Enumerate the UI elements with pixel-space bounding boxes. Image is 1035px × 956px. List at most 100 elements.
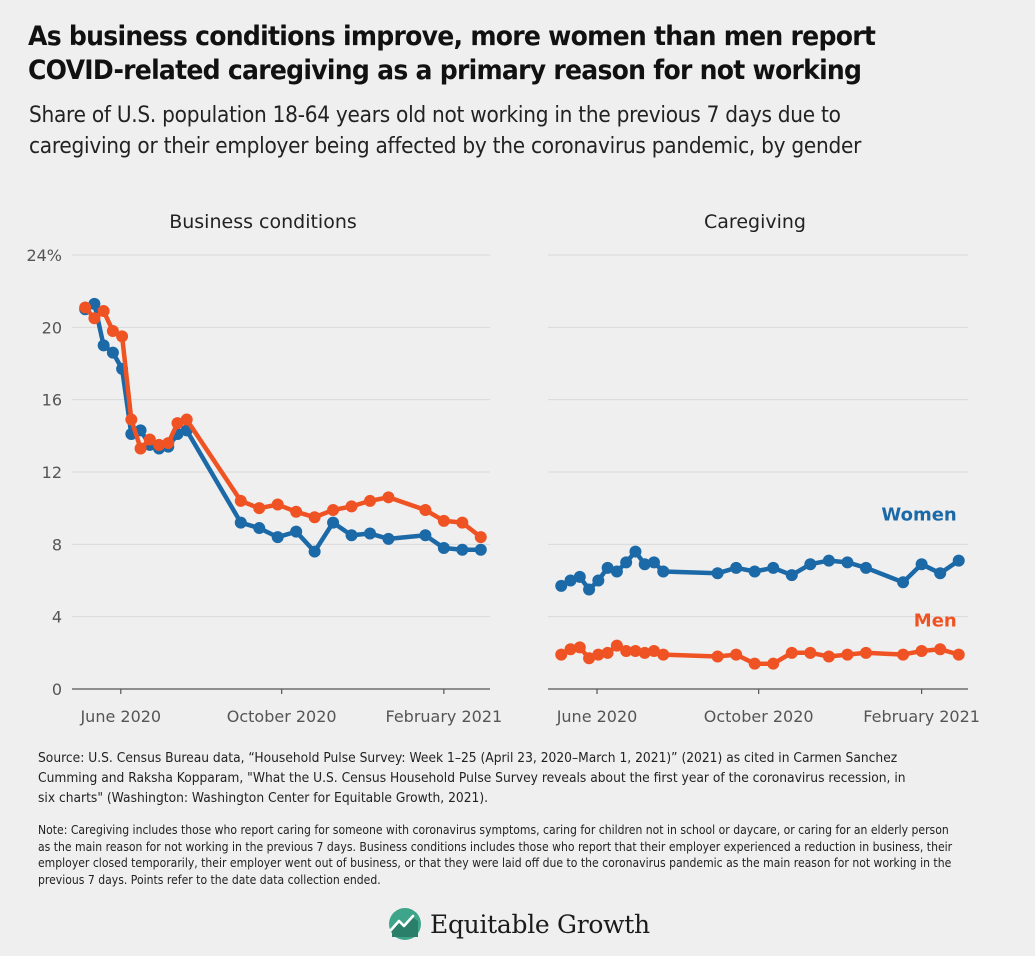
data-point: [290, 505, 303, 518]
data-point: [382, 532, 395, 545]
data-point: [583, 652, 596, 665]
y-tick-label: 24%: [26, 246, 62, 265]
data-point: [730, 561, 743, 574]
data-point: [592, 648, 605, 661]
data-point: [345, 500, 358, 513]
data-point: [437, 541, 450, 554]
data-point: [143, 433, 156, 446]
source-note: Source: U.S. Census Bureau data, “Househ…: [38, 750, 906, 806]
data-point: [97, 339, 110, 352]
data-point: [859, 646, 872, 659]
data-point: [162, 437, 175, 450]
caregiving-panel: Caregiving June 2020 October 2020 February …: [548, 211, 980, 726]
data-point: [88, 297, 101, 310]
data-point: [841, 648, 854, 661]
data-point: [364, 494, 377, 507]
data-point: [564, 643, 577, 656]
data-point: [629, 645, 642, 658]
data-point: [97, 305, 110, 318]
data-point: [327, 503, 340, 516]
data-point: [474, 543, 487, 556]
data-point: [610, 565, 623, 578]
y-tick-label: 0: [52, 680, 62, 699]
panel-title: Business conditions: [169, 211, 357, 233]
x-tick-label: February 2021: [863, 707, 980, 726]
data-point: [180, 413, 193, 426]
data-point: [915, 558, 928, 571]
logo-text: Equitable Growth: [430, 909, 650, 939]
panel-title: Caregiving: [704, 211, 806, 233]
data-point: [748, 565, 761, 578]
data-point: [327, 516, 340, 529]
x-tick-label: October 2020: [704, 707, 814, 726]
x-tick-label: June 2020: [556, 707, 638, 726]
data-point: [437, 514, 450, 527]
data-point: [234, 516, 247, 529]
data-point: [620, 556, 633, 569]
logo-icon: [389, 908, 421, 940]
data-point: [456, 543, 469, 556]
data-point: [859, 561, 872, 574]
definitions-note: Note: Caregiving includes those who repo…: [38, 823, 953, 887]
data-point: [897, 648, 910, 661]
data-point: [767, 561, 780, 574]
y-tick-label: 12: [42, 463, 62, 482]
data-point: [767, 657, 780, 670]
data-point: [290, 525, 303, 538]
y-tick-label: 16: [42, 391, 62, 410]
chart-subtitle: Share of U.S. population 18-64 years old…: [29, 103, 862, 159]
series-label: Women: [881, 505, 956, 526]
x-tick-label: October 2020: [227, 707, 337, 726]
data-point: [934, 567, 947, 580]
data-point: [106, 324, 119, 337]
data-point: [841, 556, 854, 569]
data-point: [610, 639, 623, 652]
data-point: [915, 645, 928, 658]
series-label: Men: [914, 611, 957, 632]
data-point: [822, 554, 835, 567]
data-point: [638, 558, 651, 571]
data-point: [629, 545, 642, 558]
data-point: [555, 579, 568, 592]
data-point: [952, 648, 965, 661]
data-point: [804, 558, 817, 571]
equitable-growth-logo: Equitable Growth: [388, 904, 650, 944]
data-point: [657, 648, 670, 661]
data-point: [785, 646, 798, 659]
data-point: [271, 498, 284, 511]
chart-title: As business conditions improve, more wom…: [28, 21, 876, 86]
data-point: [647, 645, 660, 658]
data-point: [134, 442, 147, 455]
data-point: [711, 567, 724, 580]
data-point: [601, 646, 614, 659]
data-point: [419, 529, 432, 542]
data-point: [897, 576, 910, 589]
data-point: [308, 545, 321, 558]
data-point: [125, 413, 138, 426]
data-point: [153, 438, 166, 451]
data-point: [822, 650, 835, 663]
data-point: [234, 494, 247, 507]
x-tick-label: June 2020: [79, 707, 161, 726]
data-point: [364, 527, 377, 540]
data-point: [456, 516, 469, 529]
data-point: [573, 570, 586, 583]
data-point: [583, 583, 596, 596]
data-point: [419, 503, 432, 516]
data-point: [253, 502, 266, 515]
data-point: [382, 491, 395, 504]
data-point: [474, 531, 487, 544]
y-tick-label: 4: [52, 608, 62, 627]
data-point: [934, 643, 947, 656]
data-point: [253, 522, 266, 535]
data-point: [638, 646, 651, 659]
data-point: [804, 646, 817, 659]
data-point: [345, 529, 358, 542]
data-point: [116, 330, 129, 343]
data-point: [573, 641, 586, 654]
data-point: [601, 561, 614, 574]
data-point: [106, 346, 119, 359]
data-point: [730, 648, 743, 661]
data-point: [79, 301, 92, 314]
data-point: [271, 531, 284, 544]
